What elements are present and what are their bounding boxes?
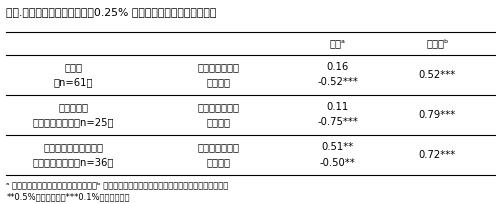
Text: 0.16: 0.16 <box>327 62 349 72</box>
Text: ３品種: ３品種 <box>65 62 83 72</box>
Text: （低カルシウム、n=25）: （低カルシウム、n=25） <box>33 117 114 127</box>
Text: 表２.各成分と豆腐破断応力（0.25% 塩化マグネシウム）との相関: 表２.各成分と豆腐破断応力（0.25% 塩化マグネシウム）との相関 <box>7 7 217 17</box>
Text: 0.72***: 0.72*** <box>419 150 456 160</box>
Text: （高カルシウム、n=36）: （高カルシウム、n=36） <box>33 157 114 167</box>
Text: 種子タンパク質: 種子タンパク質 <box>197 142 239 152</box>
Text: 種子タンパク質: 種子タンパク質 <box>197 102 239 112</box>
Text: ᵃ 各成分含量と豆腐破断応力との相関　ᵇ タンパク質及びフィチン含量と豆腐破断応力との重相関: ᵃ 各成分含量と豆腐破断応力との相関 ᵇ タンパク質及びフィチン含量と豆腐破断応… <box>7 181 228 190</box>
Text: （n=61）: （n=61） <box>54 77 93 87</box>
Text: フィチン: フィチン <box>206 117 230 127</box>
Text: 0.52***: 0.52*** <box>419 70 456 80</box>
Text: -0.75***: -0.75*** <box>317 117 358 127</box>
Text: -0.52***: -0.52*** <box>317 77 358 87</box>
Text: 重相関ᵇ: 重相関ᵇ <box>426 39 448 49</box>
Text: **0.5%水準で有意　***0.1%水準で有意。: **0.5%水準で有意 ***0.1%水準で有意。 <box>7 193 130 202</box>
Text: 0.51**: 0.51** <box>322 142 354 152</box>
Text: 0.11: 0.11 <box>327 102 349 112</box>
Text: 0.79***: 0.79*** <box>419 110 456 120</box>
Text: サチユタカ: サチユタカ <box>59 102 89 112</box>
Text: エンレイ＋フクユタカ: エンレイ＋フクユタカ <box>44 142 104 152</box>
Text: 相関ᵃ: 相関ᵃ <box>330 39 346 49</box>
Text: 種子タンパク質: 種子タンパク質 <box>197 62 239 72</box>
Text: フィチン: フィチン <box>206 77 230 87</box>
Text: フィチン: フィチン <box>206 157 230 167</box>
Text: -0.50**: -0.50** <box>320 157 356 167</box>
